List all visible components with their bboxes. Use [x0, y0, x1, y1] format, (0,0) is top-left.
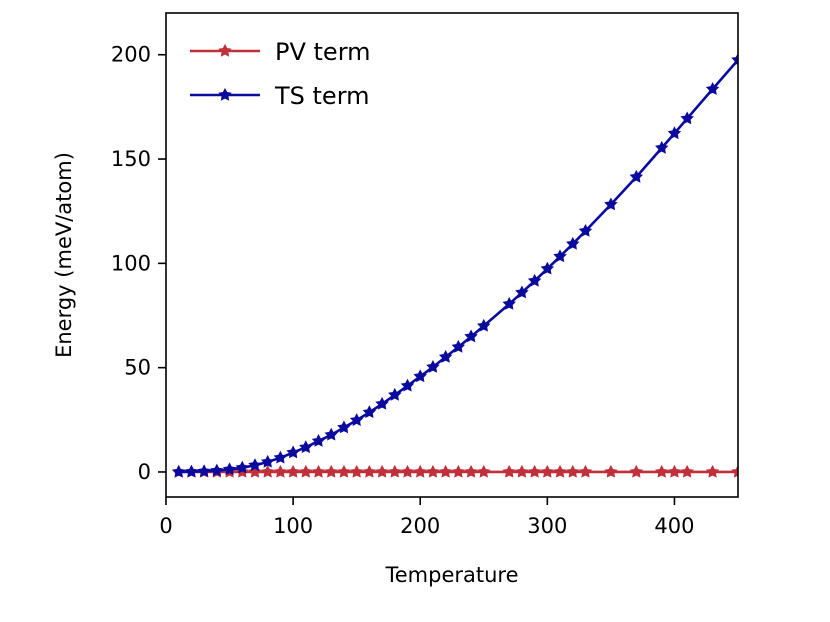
ts-term-point: [477, 318, 491, 332]
pv-term-point: [578, 464, 593, 478]
ts-term-point: [515, 285, 529, 299]
ts-term-point: [553, 249, 567, 263]
x-tick-label: 300: [527, 514, 567, 538]
pv-term-point: [667, 464, 682, 478]
ts-term-point: [578, 223, 593, 237]
pv-term-point: [655, 464, 669, 478]
pv-term-point: [566, 464, 580, 478]
pv-term-point: [515, 464, 529, 478]
ts-term-point: [540, 261, 555, 275]
pv-term-point: [388, 464, 402, 478]
y-axis-title: Energy (meV/atom): [52, 152, 76, 358]
x-tick-label: 0: [159, 514, 172, 538]
ts-term-point: [286, 445, 300, 459]
ts-term-point: [337, 420, 351, 434]
ts-term-point: [464, 329, 478, 343]
ts-term-point: [299, 440, 313, 454]
pv-term-point: [273, 464, 288, 478]
x-axis-title: Temperature: [384, 563, 518, 587]
pv-term-point: [349, 464, 364, 478]
ts-term-point: [349, 413, 364, 426]
ts-term-point: [210, 463, 224, 477]
ts-term-point: [413, 369, 427, 383]
ts-term-point: [375, 396, 389, 410]
ts-term-point: [324, 427, 338, 441]
pv-term-point: [680, 464, 694, 478]
pv-term-point: [248, 464, 262, 478]
pv-term-point: [299, 464, 313, 478]
pv-term-point: [731, 464, 738, 478]
ts-term-point: [311, 434, 326, 447]
pv-term-point: [426, 464, 440, 478]
y-tick-label: 50: [124, 356, 151, 380]
x-tick-label: 400: [654, 514, 694, 538]
ts-term-point: [502, 296, 516, 310]
ts-term-point: [171, 464, 186, 478]
ts-term-point: [655, 140, 669, 154]
pv-term-point: [604, 464, 618, 478]
pv-term-point: [705, 464, 720, 478]
pv-term-point: [400, 464, 415, 478]
pv-term-point: [451, 464, 466, 478]
pv-term-point: [324, 464, 338, 478]
ts-term-point: [197, 464, 211, 478]
pv-term-point: [502, 464, 516, 478]
ts-term-point: [451, 339, 466, 353]
ts-term-point: [362, 405, 377, 419]
ts-term-point: [680, 111, 694, 125]
y-tick-label: 200: [111, 43, 151, 67]
ts-term-point: [566, 236, 580, 250]
ts-term-point: [400, 378, 415, 392]
ts-term-point: [426, 359, 440, 373]
pv-term-point: [375, 464, 389, 478]
ts-term-point: [629, 169, 644, 183]
pv-term-point: [553, 464, 567, 478]
pv-term-point: [464, 464, 478, 478]
pv-term-legend-label: PV term: [275, 38, 371, 66]
pv-term-point: [362, 464, 377, 478]
pv-term-point: [438, 464, 453, 478]
ts-term-point: [438, 349, 453, 363]
y-tick-label: 0: [138, 460, 151, 484]
pv-term-point: [413, 464, 427, 478]
ts-term-point: [248, 458, 262, 472]
ts-term-point: [388, 387, 402, 401]
ts-term-point: [604, 197, 618, 211]
ts-term-point: [260, 454, 275, 468]
y-tick-label: 100: [111, 251, 151, 275]
pv-term-point: [286, 464, 300, 478]
ts-term-point: [731, 52, 738, 66]
ts-term-legend-marker: [218, 87, 232, 101]
ts-term-point: [184, 464, 199, 478]
plot-frame: [165, 12, 739, 498]
ts-term-point: [527, 273, 542, 287]
pv-term-point: [527, 464, 542, 478]
pv-term-point: [540, 464, 555, 478]
x-tick-label: 100: [273, 514, 313, 538]
ts-term-legend-label: TS term: [274, 82, 370, 110]
pv-term-point: [311, 464, 326, 478]
ts-term-point: [222, 462, 237, 476]
pv-term-point: [477, 464, 491, 478]
x-tick-label: 200: [400, 514, 440, 538]
pv-term-point: [337, 464, 351, 478]
pv-term-legend-marker: [218, 43, 232, 57]
y-tick-label: 150: [111, 147, 151, 171]
ts-term-point: [273, 450, 288, 464]
pv-term-point: [260, 464, 275, 478]
pv-term-point: [629, 464, 644, 478]
ts-term-point: [705, 82, 720, 95]
ts-term-series-line: [178, 59, 738, 474]
ts-term-point: [235, 460, 249, 474]
legend: PV term TS term: [190, 38, 371, 110]
ts-term-point: [667, 126, 682, 140]
